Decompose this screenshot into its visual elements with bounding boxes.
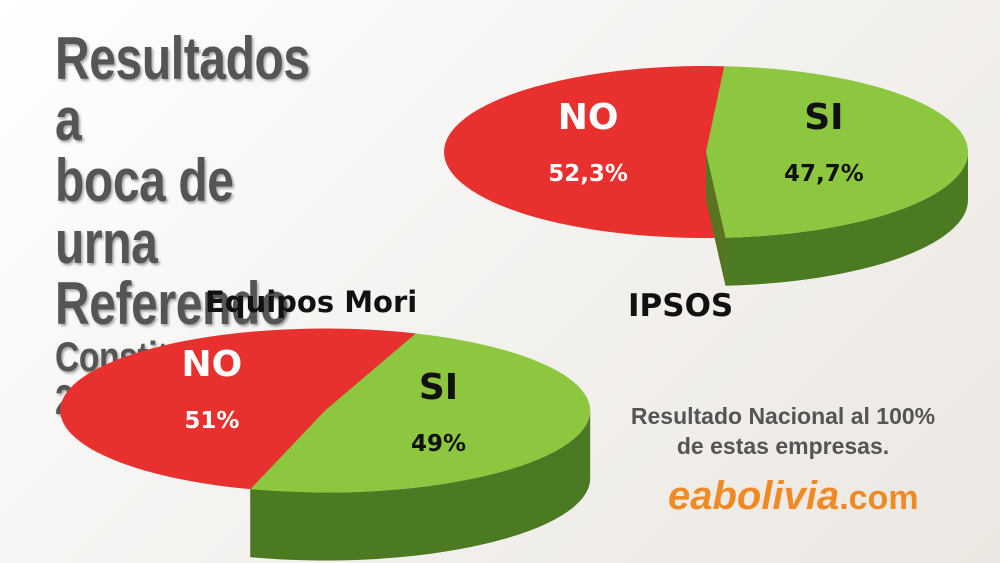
footnote: Resultado Nacional al 100% de estas empr… <box>598 402 968 462</box>
slice-side-si <box>250 410 591 561</box>
chart-ipsos: NO 52,3% SI 47,7% <box>443 65 968 286</box>
chart-title-ipsos: IPSOS <box>628 288 734 324</box>
title-line-3: Referendo <box>55 269 289 337</box>
slice-label-no: NO <box>182 344 243 385</box>
slice-si <box>705 66 968 238</box>
slice-value-si: 47,7% <box>784 161 864 187</box>
slice-label-no: NO <box>558 97 619 138</box>
slice-value-si: 49% <box>411 431 466 457</box>
footnote-line-2: de estas empresas. <box>676 432 890 459</box>
slice-cut-si-1 <box>705 151 726 286</box>
brand-tld: .com <box>839 479 919 517</box>
footnote-line-1: Resultado Nacional al 100% <box>630 403 936 429</box>
slice-value-no: 51% <box>184 408 239 434</box>
slice-side-si <box>725 151 968 286</box>
slice-si <box>250 333 591 493</box>
slice-value-no: 52,3% <box>548 161 628 187</box>
brand-name: eabolivia <box>668 474 840 518</box>
slice-no <box>443 65 726 238</box>
slice-label-si: SI <box>419 367 458 408</box>
slice-no <box>60 328 416 490</box>
brand-logo: eabolivia.com <box>668 474 919 519</box>
title-line-2: boca de urna <box>55 147 234 276</box>
chart-title-mori: Equipos Mori <box>205 285 418 319</box>
title-line-1: Resultados a <box>55 25 310 154</box>
slice-label-si: SI <box>804 97 843 138</box>
chart-mori: NO 51% SI 49% <box>60 328 591 561</box>
